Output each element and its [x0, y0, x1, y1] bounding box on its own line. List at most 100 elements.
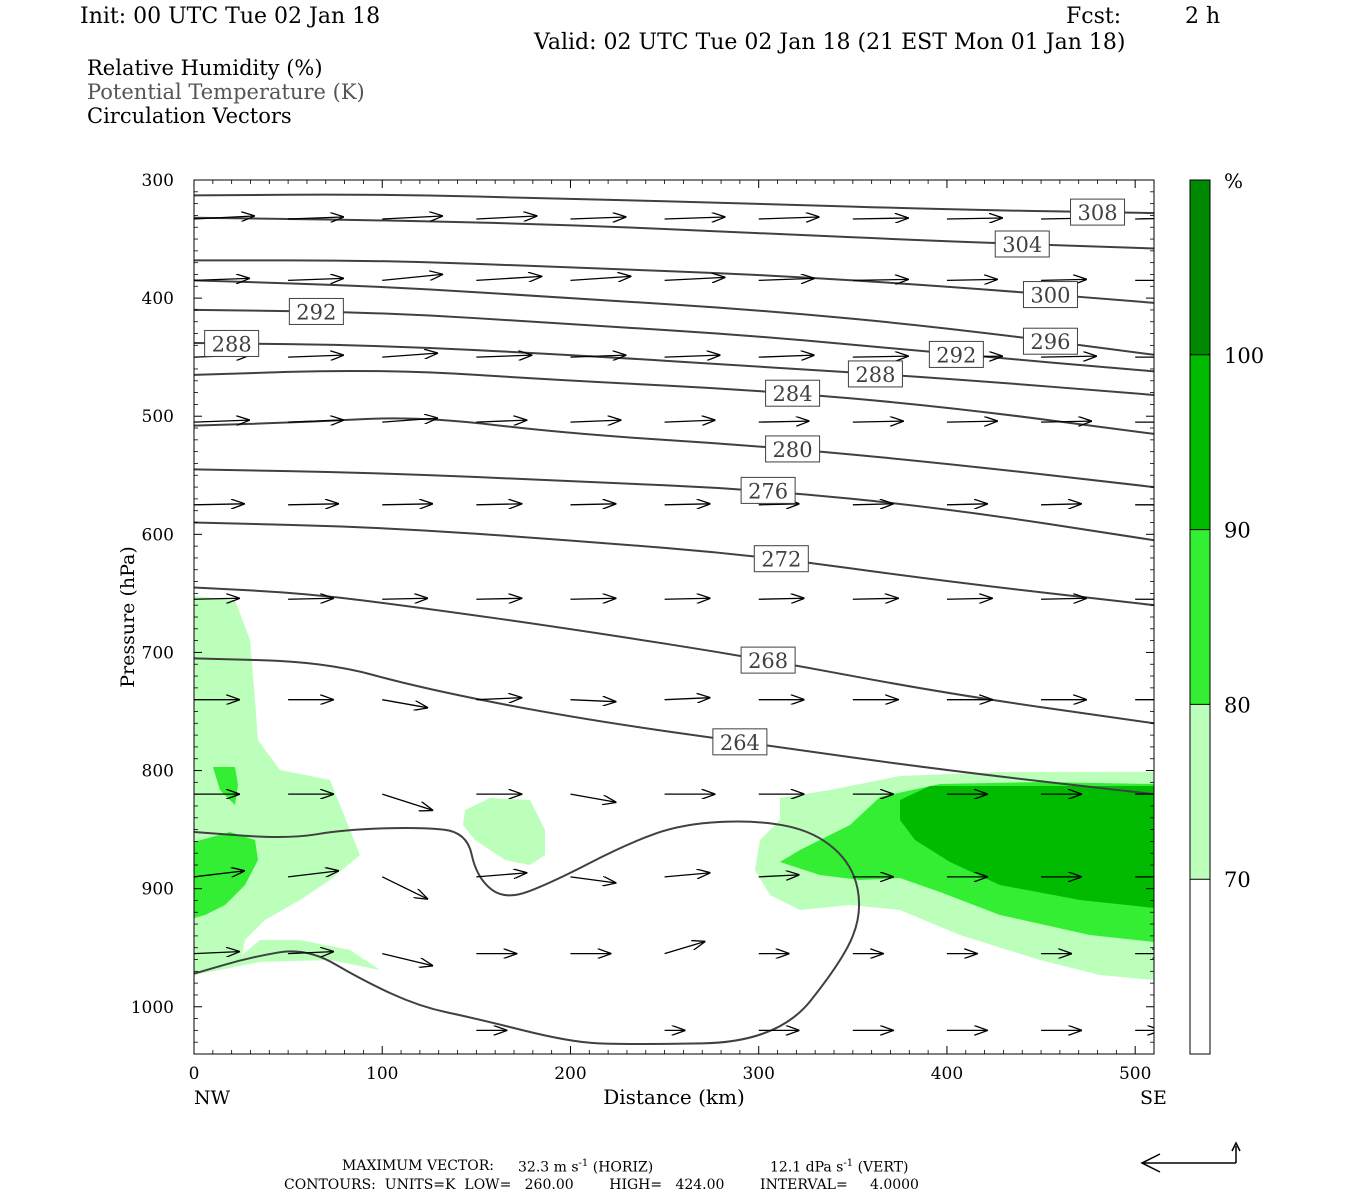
max-vector-horiz: 32.3 m s-1 (HORIZ): [518, 1158, 653, 1176]
circulation-vector: [852, 218, 908, 219]
circulation-vector: [1041, 421, 1091, 422]
circulation-vector: [288, 871, 338, 878]
init-time: Init: 00 UTC Tue 02 Jan 18: [80, 4, 381, 29]
colorbar-label: 100: [1224, 344, 1264, 368]
x-tick-label: 400: [931, 1064, 963, 1084]
contour-label-292: 292: [288, 297, 344, 325]
circulation-vector: [664, 873, 710, 877]
svg-text:292: 292: [296, 300, 336, 324]
circulation-vector: [1135, 217, 1154, 220]
contour-label-268: 268: [740, 646, 796, 674]
horiz-value: 32.3 m s: [518, 1159, 579, 1176]
y-tick-label: 900: [142, 880, 174, 900]
y-tick-label: 500: [142, 407, 174, 427]
circulation-vector: [382, 699, 427, 708]
circulation-vector: [288, 598, 333, 599]
circulation-vector: [664, 942, 705, 955]
colorbar-segment: [1190, 704, 1210, 880]
theta-contour-268: [194, 586, 1154, 725]
circulation-vector: [664, 217, 725, 219]
circulation-vector: [476, 420, 526, 422]
forecast-hour: 2 h: [1185, 4, 1221, 29]
theta-contour-260: [194, 820, 861, 1045]
circulation-vector: [194, 278, 249, 280]
contour-label-308: 308: [1070, 198, 1126, 226]
y-tick-label: 300: [142, 171, 174, 191]
theta-contour-284: [194, 369, 1154, 435]
x-tick-label: 0: [189, 1064, 200, 1084]
y-tick-label: 700: [142, 643, 174, 663]
svg-text:284: 284: [773, 382, 813, 406]
circulation-vector: [288, 420, 343, 422]
theta-contour-296: [194, 279, 1154, 356]
contour-label-288: 288: [204, 329, 260, 357]
field-label-theta: Potential Temperature (K): [87, 80, 365, 104]
svg-text:288: 288: [212, 332, 252, 356]
circulation-vector: [1041, 279, 1086, 280]
svg-text:304: 304: [1002, 233, 1042, 257]
colorbar-label: 80: [1224, 693, 1251, 717]
field-label-rh: Relative Humidity (%): [87, 56, 323, 80]
colorbar-segment: [1190, 354, 1210, 530]
circulation-vector: [382, 353, 437, 357]
reference-vector: [1140, 1141, 1241, 1173]
colorbar-unit: %: [1224, 169, 1243, 193]
circulation-vector: [288, 217, 343, 219]
contour-label-284: 284: [765, 379, 821, 407]
circulation-vector: [1041, 504, 1081, 505]
x-tick-label: 100: [366, 1064, 398, 1084]
theta-contour-292: [194, 308, 1154, 373]
circulation-vector: [194, 598, 239, 599]
colorbar-segment: [1190, 180, 1210, 355]
field-label-vectors: Circulation Vectors: [87, 104, 292, 128]
theta-contour-288: [194, 341, 1154, 396]
circulation-vector: [570, 504, 615, 505]
x-tick-label: 300: [742, 1064, 774, 1084]
circulation-vector: [758, 875, 799, 877]
circulation-vector: [476, 698, 521, 700]
circulation-vector: [382, 418, 437, 422]
circulation-vector: [946, 279, 997, 280]
svg-text:276: 276: [748, 479, 788, 503]
circulation-vector: [758, 355, 814, 357]
colorbar-label: 70: [1224, 868, 1251, 892]
contour-label-272: 272: [753, 545, 809, 573]
x-tick-label: 500: [1119, 1064, 1151, 1084]
circulation-vector: [852, 504, 893, 505]
y-tick-label: 400: [142, 289, 174, 309]
theta-contour-308: [194, 193, 1154, 215]
circulation-vector: [1041, 356, 1096, 357]
contour-label-292: 292: [928, 340, 984, 368]
circulation-vector: [476, 216, 536, 219]
svg-text:280: 280: [773, 438, 813, 462]
contours-info: CONTOURS: UNITS=K LOW= 260.00 HIGH= 424.…: [284, 1177, 919, 1193]
circulation-vector: [570, 793, 615, 802]
colorbar-label: 90: [1224, 519, 1251, 543]
theta-contour-276: [194, 468, 1154, 542]
circulation-vector: [382, 274, 442, 282]
x-endpoint-left: NW: [194, 1087, 231, 1109]
max-vector-label: MAXIMUM VECTOR:: [342, 1158, 494, 1174]
valid-time: Valid: 02 UTC Tue 02 Jan 18 (21 EST Mon …: [534, 30, 1126, 55]
humidity-shading: [194, 596, 1154, 980]
x-endpoint-right: SE: [1140, 1087, 1167, 1109]
theta-contour-300: [194, 259, 1154, 304]
contour-label-264: 264: [712, 728, 768, 756]
vert-unit-exponent: -1: [843, 1158, 854, 1169]
contour-label-288: 288: [847, 360, 903, 388]
circulation-vector: [194, 420, 249, 422]
circulation-vector: [570, 877, 615, 883]
circulation-vector: [664, 420, 715, 422]
circulation-vector: [758, 504, 799, 505]
circulation-vector: [288, 278, 343, 280]
circulation-vector: [476, 276, 541, 280]
circulation-vector: [288, 952, 333, 954]
circulation-vector: [758, 598, 804, 599]
circulation-vector: [946, 598, 992, 599]
horiz-unit-exponent: -1: [578, 1158, 589, 1169]
contour-label-296: 296: [1022, 327, 1078, 355]
y-tick-label: 600: [142, 525, 174, 545]
circulation-vector: [382, 216, 442, 219]
circulation-vector: [852, 598, 898, 599]
circulation-vector: [194, 952, 239, 954]
